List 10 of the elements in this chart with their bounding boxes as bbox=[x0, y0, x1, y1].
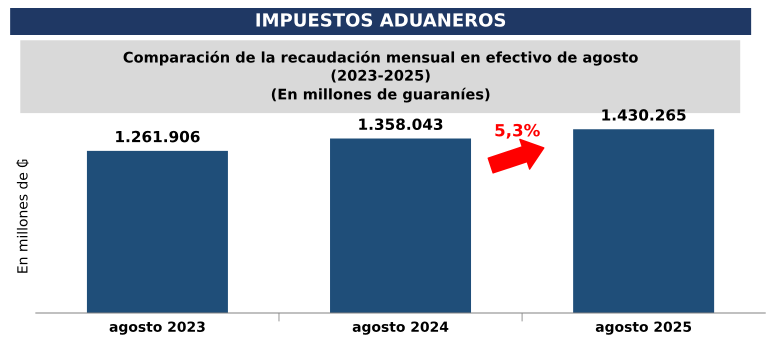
y-axis-title: En millones de ₲ bbox=[16, 160, 29, 273]
data-label: 1.430.265 bbox=[602, 109, 686, 121]
chart-title: IMPUESTOS ADUANEROS bbox=[256, 13, 506, 27]
data-label: 1.261.906 bbox=[116, 130, 200, 142]
x-tick-label: agosto 2023 bbox=[110, 321, 205, 335]
chart-subtitle: Comparación de la recaudación mensual en efectivo de agosto (2023-2025) (En millones de guaraníes) bbox=[124, 50, 638, 103]
x-tick-label: agosto 2024 bbox=[352, 321, 448, 335]
data-label: 1.358.043 bbox=[359, 118, 442, 130]
x-tick-label: agosto 2025 bbox=[596, 321, 692, 335]
annotation: 5,3% bbox=[495, 124, 540, 139]
